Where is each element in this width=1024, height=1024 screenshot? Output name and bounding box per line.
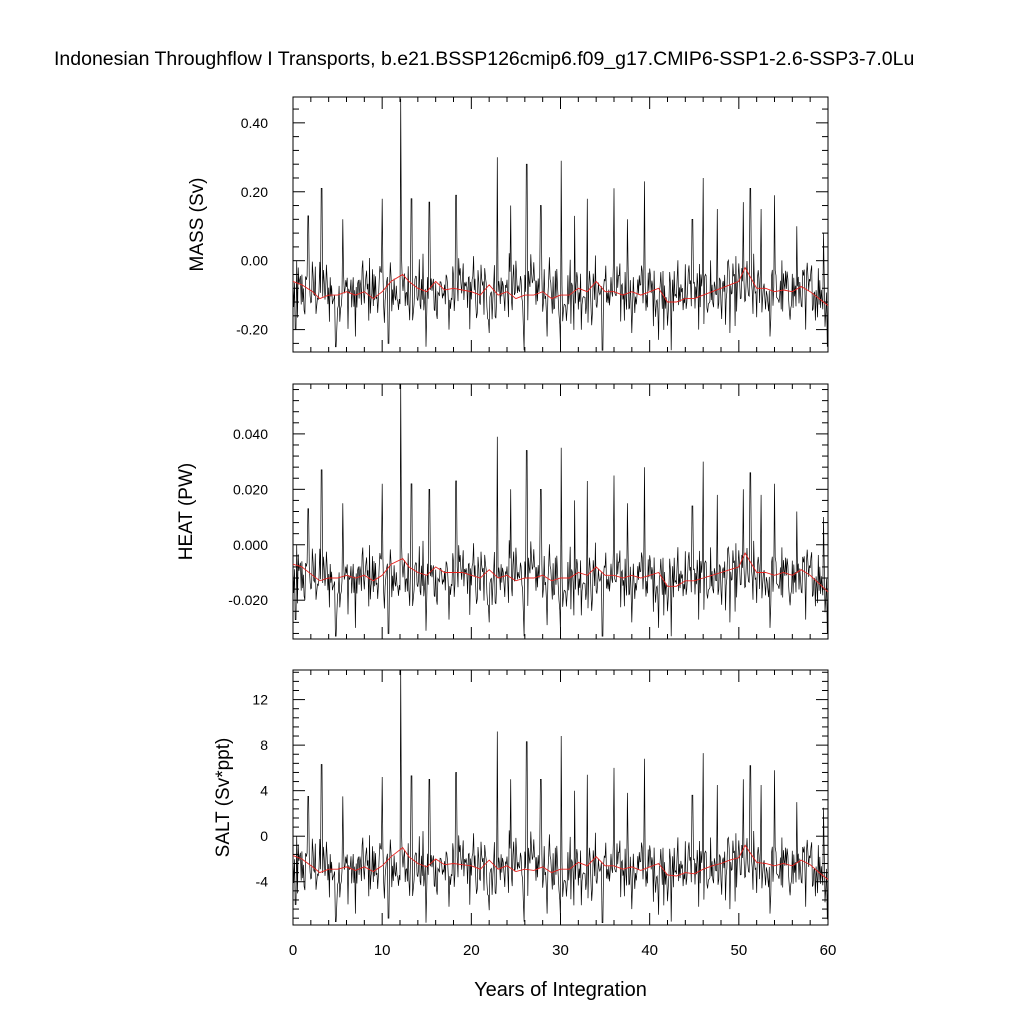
y-tick-label: 0.000 (233, 537, 268, 553)
x-tick-label: 20 (463, 942, 480, 959)
x-tick-label: 30 (552, 942, 569, 959)
annual-mean-line (292, 844, 829, 880)
y-tick-label: 0 (260, 828, 268, 844)
y-axis-label: MASS (Sv) (187, 178, 208, 272)
x-tick-label: 10 (374, 942, 391, 959)
y-tick-label: 0.20 (241, 184, 268, 200)
y-tick-label: 8 (260, 737, 268, 753)
y-tick-label: 0.00 (241, 253, 268, 269)
y-axis-label: HEAT (PW) (176, 463, 197, 560)
monthly-series-line (292, 98, 829, 351)
y-axis-label: SALT (Sv*ppt) (213, 738, 234, 858)
annual-mean-line (292, 552, 829, 593)
panel-2: -0.020 0.000 0.020 0.040 HEAT (PW) (176, 383, 829, 640)
y-tick-label: 0.40 (241, 115, 268, 131)
annual-mean-line (292, 266, 829, 306)
panel-3: -4 0 4 8 12 SALT (Sv*ppt) 0 10 20 30 40 50 60 Years o… (213, 669, 837, 1001)
y-tick-label: -4 (256, 874, 269, 890)
x-tick-label: 40 (641, 942, 658, 959)
x-tick-label: 0 (289, 942, 297, 959)
monthly-series-line (292, 383, 829, 637)
y-tick-label: -0.020 (228, 592, 268, 608)
y-tick-label: 0.040 (233, 426, 268, 442)
x-tick-label: 60 (820, 942, 837, 959)
y-tick-label: 0.020 (233, 481, 268, 497)
x-tick-label: 50 (730, 942, 747, 959)
figure-title: Indonesian Throughflow I Transports, b.e… (54, 48, 915, 70)
y-tick-label: -0.20 (236, 322, 268, 338)
panel-1: -0.20 0.00 0.20 0.40 MASS (Sv) (187, 96, 829, 353)
y-tick-label: 12 (252, 692, 268, 708)
x-axis-label: Years of Integration (474, 979, 647, 1001)
y-tick-label: 4 (260, 783, 268, 799)
monthly-series-line (292, 669, 829, 924)
